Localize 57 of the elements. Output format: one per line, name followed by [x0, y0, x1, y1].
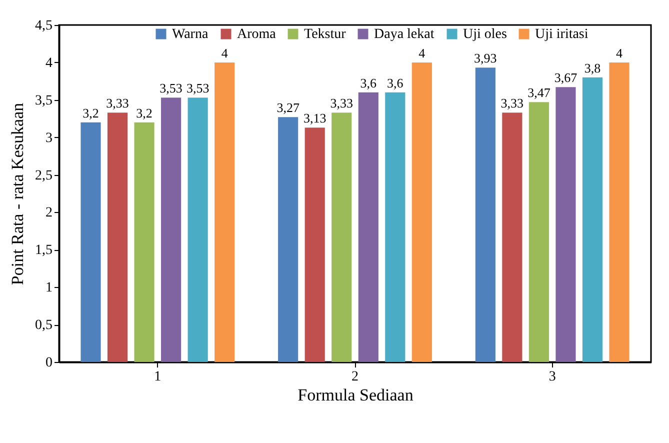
bar — [332, 112, 352, 362]
y-tick-label: 4 — [46, 56, 52, 71]
y-axis-title: Point Rata - rata Kesukaan — [8, 102, 27, 286]
bar — [80, 122, 101, 362]
y-tick-label: 1,5 — [35, 243, 52, 258]
y-tick-label: 1 — [46, 280, 52, 296]
data-label: 3,47 — [528, 85, 551, 100]
bar — [107, 112, 128, 362]
data-label: 3,8 — [584, 60, 601, 76]
data-label: 3,33 — [500, 96, 524, 111]
data-label: 3,27 — [276, 100, 300, 116]
bar — [609, 62, 630, 362]
bar — [502, 112, 522, 362]
data-label: 3,33 — [330, 96, 353, 111]
bar — [412, 62, 432, 362]
data-label: 3,53 — [160, 80, 182, 96]
y-tick-label: 2 — [46, 206, 52, 221]
y-tick-label: 2,5 — [35, 168, 52, 184]
y-tick-label: 0,5 — [35, 318, 52, 334]
data-label: 3,33 — [106, 96, 129, 111]
legend-label: Uji oles — [463, 27, 507, 42]
data-label: 3,6 — [387, 75, 404, 90]
data-label: 3,13 — [303, 110, 326, 126]
data-label: 3,53 — [186, 80, 210, 96]
bar — [278, 117, 298, 362]
y-tick-label: 0 — [46, 356, 52, 370]
legend-label: Warna — [172, 27, 209, 42]
bar — [385, 92, 406, 362]
bar — [556, 87, 576, 362]
x-tick-label: 1 — [154, 370, 162, 384]
data-label: 3,2 — [136, 105, 152, 120]
legend-label: Aroma — [237, 27, 277, 42]
legend-label: Tekstur — [304, 27, 346, 42]
bar — [304, 128, 325, 362]
bar — [582, 77, 603, 362]
data-label: 4 — [221, 45, 228, 60]
x-axis-title: Formula Sediaan — [298, 386, 414, 404]
y-tick-label: 4,5 — [35, 18, 52, 34]
data-label: 4 — [616, 45, 624, 60]
bar — [188, 98, 208, 362]
data-label: 3,67 — [554, 70, 578, 86]
bar — [214, 62, 235, 362]
data-label: 3,93 — [474, 50, 497, 66]
data-label: 3,2 — [82, 105, 99, 120]
bar — [475, 68, 496, 362]
legend-label: Uji iritasi — [535, 27, 588, 42]
x-tick-label: 3 — [548, 370, 556, 384]
bar — [358, 92, 378, 362]
x-tick-label: 2 — [352, 370, 358, 384]
data-label: 4 — [418, 45, 426, 60]
bar — [161, 98, 182, 362]
bar — [528, 102, 549, 362]
bar — [134, 122, 154, 362]
y-tick-label: 3 — [46, 130, 52, 146]
legend-label: Daya lekat — [374, 27, 434, 42]
data-label: 3,6 — [360, 75, 378, 90]
y-tick-label: 3,5 — [35, 93, 52, 108]
